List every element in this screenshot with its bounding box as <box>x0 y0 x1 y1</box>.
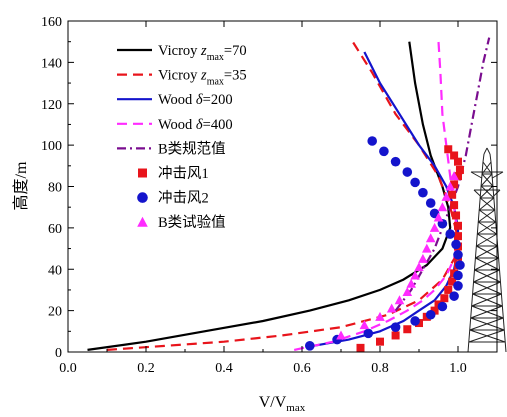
scatter-point-1-18 <box>452 211 461 220</box>
legend-label-7: 冲击风2 <box>158 190 209 207</box>
scatter-point-3-2 <box>359 320 370 330</box>
series-line-1 <box>87 41 452 351</box>
scatter-point-2-7 <box>437 301 448 312</box>
legend-label-1: Vicroy zmax=70 <box>158 43 247 63</box>
scatter-point-3-15 <box>437 202 448 212</box>
scatter-point-3-3 <box>375 311 385 321</box>
marker-layer <box>305 136 465 352</box>
legend: Vicroy zmax=70 Vicroy zmax=35 Wood δ=200 Wo… <box>117 43 247 231</box>
transmission-tower-icon <box>467 147 507 353</box>
legend-label-5: B类规范值 <box>158 140 226 157</box>
scatter-point-2-23 <box>367 136 378 146</box>
scatter-point-3-5 <box>394 295 405 305</box>
scatter-point-2-22 <box>379 146 389 157</box>
scatter-point-3-10 <box>418 253 428 263</box>
x-tick-label: 1.0 <box>449 361 467 376</box>
x-tick-label: 0.8 <box>371 361 389 376</box>
scatter-point-2-6 <box>425 309 436 320</box>
scatter-point-3-8 <box>410 270 420 280</box>
scatter-point-1-26 <box>444 145 453 154</box>
legend-label-8: B类试验值 <box>158 214 226 231</box>
series-line-4 <box>293 41 460 351</box>
scatter-point-1-11 <box>448 277 457 286</box>
scatter-point-2-3 <box>363 328 374 339</box>
scatter-point-2-18 <box>418 187 428 198</box>
y-tick-label: 140 <box>41 56 62 71</box>
scatter-point-1-19 <box>450 201 459 210</box>
y-tick-label: 0 <box>55 346 62 361</box>
scatter-point-3-18 <box>449 171 459 181</box>
scatter-point-1-17 <box>454 221 462 230</box>
scatter-point-1-10 <box>444 285 453 294</box>
legend-label-3: Wood δ=200 <box>158 92 233 108</box>
x-axis-title: V/Vmax <box>259 394 306 414</box>
y-tick-label: 100 <box>41 139 62 154</box>
scatter-point-1-2 <box>376 337 384 346</box>
scatter-point-2-13 <box>451 239 461 250</box>
scatter-point-3-16 <box>441 191 452 201</box>
x-axis-title-main: V/V <box>259 394 287 411</box>
scatter-point-3-13 <box>429 222 440 232</box>
series-layer <box>87 37 491 351</box>
scatter-point-1-9 <box>440 294 449 303</box>
scatter-point-2-4 <box>390 322 401 332</box>
scatter-point-1-3 <box>391 331 400 340</box>
scatter-point-1-25 <box>450 151 459 160</box>
ticks-layer: 0.0 0.2 0.4 0.6 0.8 1.0 0 20 40 60 80 100 120 140 160 <box>41 15 497 376</box>
scatter-point-2-10 <box>453 270 463 281</box>
scatter-point-2-9 <box>453 281 463 291</box>
x-tick-label: 0.2 <box>137 361 155 376</box>
scatter-point-3-17 <box>445 181 455 191</box>
legend-label-6: 冲击风1 <box>158 165 209 182</box>
scatter-point-2-8 <box>449 291 459 301</box>
scatter-point-3-7 <box>406 278 416 288</box>
scatter-point-1-21 <box>450 180 459 189</box>
scatter-point-3-1 <box>336 330 346 340</box>
scatter-point-2-12 <box>453 249 463 260</box>
scatter-point-2-19 <box>410 177 420 188</box>
legend-swatch-8 <box>137 216 148 227</box>
legend-swatch-6 <box>138 168 147 178</box>
scatter-point-3-4 <box>386 303 397 313</box>
legend-label-4: Wood δ=400 <box>158 117 233 133</box>
scatter-point-3-9 <box>414 262 424 272</box>
scatter-point-1-4 <box>403 325 412 334</box>
y-tick-label: 160 <box>41 15 62 30</box>
scatter-point-2-21 <box>390 156 401 167</box>
scatter-point-1-1 <box>356 343 365 352</box>
scatter-point-2-14 <box>445 229 456 239</box>
y-tick-label: 20 <box>48 305 62 320</box>
x-tick-label: 0.6 <box>293 361 311 376</box>
x-tick-label: 0.4 <box>215 361 233 376</box>
legend-swatch-7 <box>137 192 148 203</box>
y-axis-title: 高度/m <box>12 161 30 210</box>
y-tick-label: 40 <box>48 263 62 278</box>
y-tick-label: 60 <box>48 222 62 237</box>
scatter-point-1-22 <box>454 172 462 181</box>
legend-label-2: Vicroy zmax=35 <box>158 68 247 88</box>
scatter-point-1-20 <box>448 190 457 199</box>
scatter-point-3-14 <box>433 212 444 222</box>
scatter-point-2-20 <box>402 167 413 177</box>
x-tick-label: 0.0 <box>59 361 77 376</box>
y-tick-label: 120 <box>41 98 62 113</box>
scatter-point-1-23 <box>455 165 464 174</box>
y-tick-label: 80 <box>48 181 62 196</box>
scatter-point-1-7 <box>430 306 439 315</box>
x-axis-title-sub: max <box>286 402 305 414</box>
scatter-point-2-11 <box>455 260 465 270</box>
scatter-point-2-5 <box>410 316 420 326</box>
scatter-point-2-1 <box>305 340 315 351</box>
scatter-point-2-17 <box>425 198 436 208</box>
scatter-point-3-6 <box>402 287 413 297</box>
scatter-point-1-16 <box>454 232 462 241</box>
scatter-point-3-12 <box>425 233 436 243</box>
scatter-point-3-11 <box>422 243 432 253</box>
scatter-point-1-24 <box>454 157 462 166</box>
